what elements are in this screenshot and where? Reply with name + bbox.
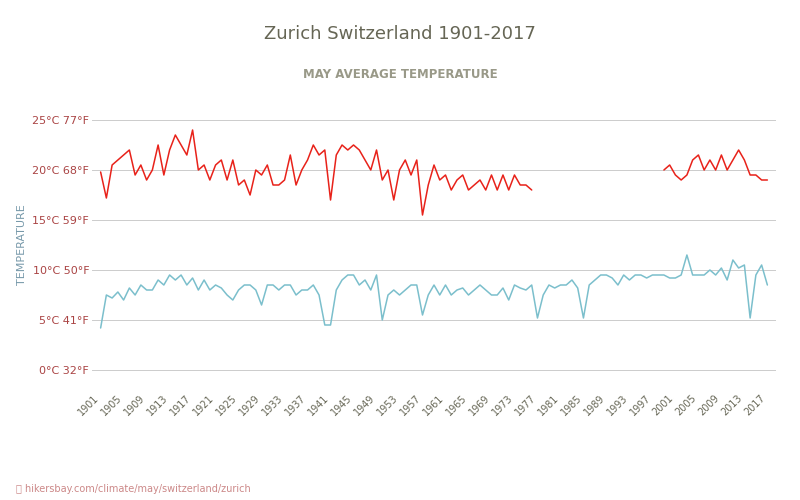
Text: 📍 hikersbay.com/climate/may/switzerland/zurich: 📍 hikersbay.com/climate/may/switzerland/… <box>16 484 250 494</box>
Y-axis label: TEMPERATURE: TEMPERATURE <box>17 204 26 286</box>
Text: Zurich Switzerland 1901-2017: Zurich Switzerland 1901-2017 <box>264 25 536 43</box>
Text: MAY AVERAGE TEMPERATURE: MAY AVERAGE TEMPERATURE <box>302 68 498 80</box>
